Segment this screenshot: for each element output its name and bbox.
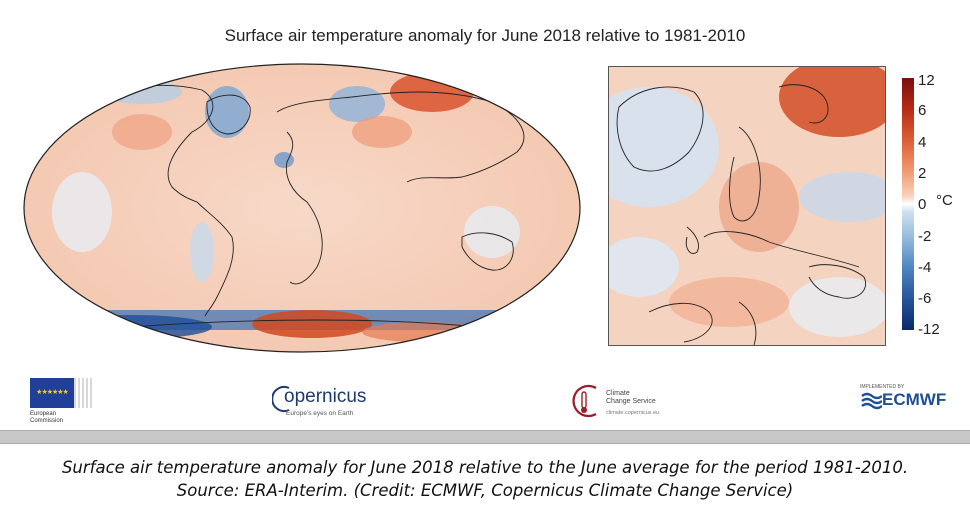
ecmwf-logo: IMPLEMENTED BY ECMWF xyxy=(858,380,963,420)
map-title: Surface air temperature anomaly for June… xyxy=(224,26,746,45)
colorbar-unit: °C xyxy=(936,192,953,209)
c3s-logo: Climate Change Service climate.copernicus… xyxy=(568,380,668,424)
eu-flag-icon xyxy=(30,378,74,408)
europe-anomaly-map xyxy=(608,66,886,346)
ecmwf-implemented-by: IMPLEMENTED BY xyxy=(860,384,905,390)
colorbar-tick: -4 xyxy=(918,259,932,276)
ecmwf-wave-icon xyxy=(861,392,882,410)
c3s-url: climate.copernicus.eu xyxy=(606,410,660,416)
colorbar-tick: -6 xyxy=(918,290,932,307)
eu-stripes-icon xyxy=(74,378,94,408)
figure-caption: Surface air temperature anomaly for June… xyxy=(0,456,970,502)
copernicus-logo: opernicus Europe's eyes on Earth xyxy=(272,380,382,420)
colorbar-tick: 4 xyxy=(918,134,927,151)
copernicus-c-icon xyxy=(272,386,290,412)
footer-divider xyxy=(0,430,970,444)
ecmwf-name: ECMWF xyxy=(882,390,947,409)
colorbar-tick: -12 xyxy=(918,321,940,338)
european-commission-logo: ★★★★★★ European Commission xyxy=(14,378,94,426)
colorbar-tick: 0 xyxy=(918,196,927,213)
colorbar-tick: 6 xyxy=(918,102,927,119)
world-anomaly-map xyxy=(23,63,581,353)
colorbar xyxy=(902,78,914,330)
colorbar-tick: 2 xyxy=(918,165,927,182)
logo-row: ★★★★★★ European Commission opernicus Euro… xyxy=(0,366,970,432)
caption-line-1: Surface air temperature anomaly for June… xyxy=(61,458,909,477)
copernicus-tagline: Europe's eyes on Earth xyxy=(286,410,354,417)
colorbar-tick: -2 xyxy=(918,228,932,245)
caption-line-2: Source: ERA-Interim. (Credit: ECMWF, Cop… xyxy=(176,481,794,500)
eu-stars-icon: ★★★★★★ xyxy=(36,389,69,396)
c3s-name: Climate Change Service xyxy=(606,390,656,405)
colorbar-tick: 12 xyxy=(918,72,935,89)
copernicus-name: opernicus xyxy=(284,386,367,407)
eu-logo-text: European Commission xyxy=(30,411,64,424)
climate-service-icon xyxy=(572,384,597,418)
